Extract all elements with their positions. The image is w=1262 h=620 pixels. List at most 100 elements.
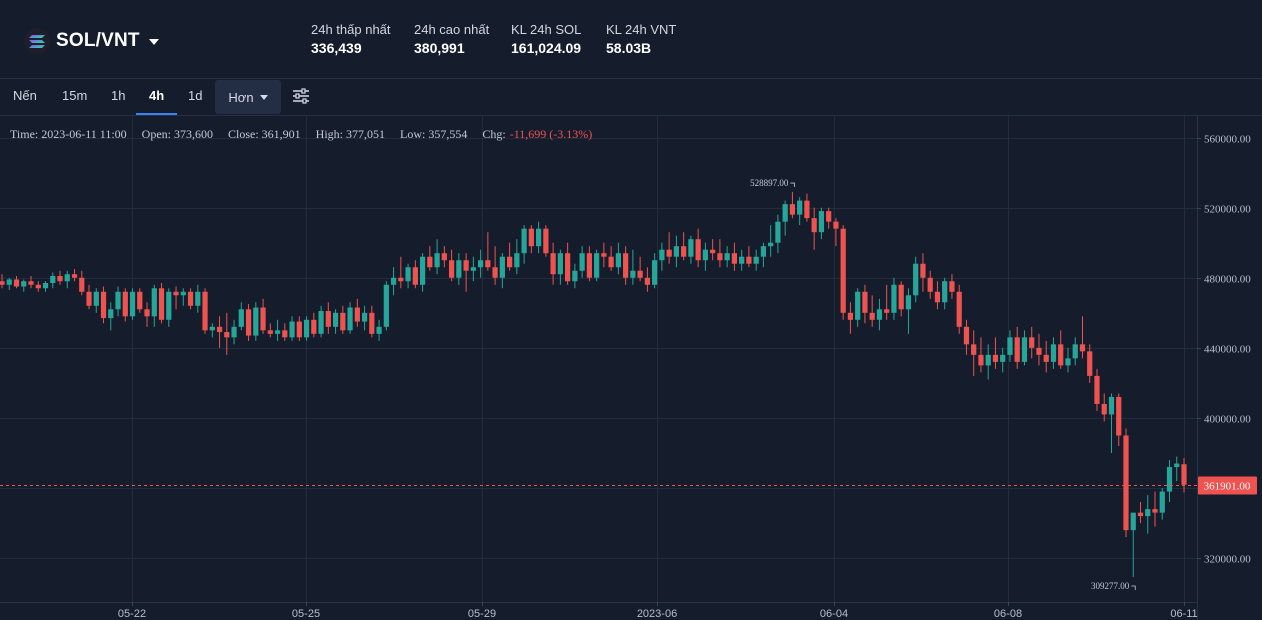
tab-4h[interactable]: 4h: [135, 79, 178, 115]
candle: [231, 319, 237, 345]
candle-body: [86, 291, 92, 306]
stat-24h-volume-vnt: KL 24h VNT 58.03B: [606, 22, 676, 56]
candle: [499, 253, 505, 289]
stat-24h-high: 24h cao nhất 380,991: [414, 22, 489, 56]
candle-body: [978, 354, 984, 366]
candle: [942, 277, 948, 310]
candle-body: [710, 249, 716, 254]
candle: [1087, 344, 1093, 383]
candle: [354, 298, 360, 327]
candle-body: [934, 291, 941, 303]
candle: [739, 249, 745, 271]
candle: [514, 239, 520, 275]
tab-1h[interactable]: 1h: [111, 88, 126, 103]
candle-body: [630, 270, 636, 278]
candle: [456, 253, 462, 285]
candle: [753, 249, 759, 271]
candlestick-chart[interactable]: 560000.00 520000.00 480000.00 440000.00 4000…: [0, 116, 1262, 620]
candle: [50, 272, 56, 289]
candle: [180, 288, 186, 306]
candle: [623, 246, 629, 285]
candle-body: [528, 228, 534, 247]
candle: [702, 242, 709, 271]
stat-label: KL 24h SOL: [511, 22, 582, 37]
candle-body: [376, 326, 382, 334]
candle: [971, 330, 977, 376]
legend-change-label: Chg:: [482, 127, 506, 141]
stat-value: 161,024.09: [511, 40, 582, 56]
candle-body: [1058, 344, 1064, 366]
candle: [398, 256, 404, 289]
candle-body: [6, 279, 12, 285]
candle-body: [1101, 403, 1107, 415]
y-tick-label: 440000.00: [1204, 344, 1251, 356]
candle: [108, 302, 114, 331]
candle: [586, 246, 592, 282]
candle-body: [1130, 512, 1136, 531]
candle-body: [862, 291, 868, 313]
candle-body: [93, 291, 99, 306]
candle: [1014, 326, 1020, 369]
candle: [318, 305, 324, 338]
candle-body: [499, 256, 505, 278]
candle: [390, 267, 397, 296]
candle: [0, 274, 5, 289]
candle: [1058, 330, 1064, 369]
candle-body: [1152, 509, 1158, 513]
candle-body: [115, 291, 121, 310]
pair-symbol[interactable]: SOL/VNT: [56, 30, 140, 51]
candle: [1065, 347, 1071, 373]
pair-selector[interactable]: SOL/VNT: [24, 27, 159, 55]
candle-body: [1079, 344, 1086, 352]
candle-body: [195, 291, 201, 306]
candle: [818, 207, 825, 240]
candle: [644, 267, 650, 292]
tab-15m[interactable]: 15m: [62, 88, 88, 103]
candle: [992, 337, 999, 369]
candle-body: [347, 307, 353, 331]
candle-body: [724, 253, 730, 261]
candle: [369, 305, 375, 338]
candle-body: [818, 211, 825, 233]
sliders-icon[interactable]: [292, 88, 310, 104]
candle: [1108, 393, 1115, 454]
candle: [579, 246, 585, 278]
candle: [303, 316, 310, 341]
candle: [978, 337, 984, 373]
x-tick-label: 2023-06: [637, 608, 677, 620]
candle: [717, 239, 723, 268]
candle: [1123, 428, 1129, 538]
candle-body: [57, 275, 63, 282]
candle-body: [536, 228, 542, 247]
candle: [296, 316, 302, 341]
candle-body: [637, 270, 643, 278]
candle-body: [579, 253, 585, 271]
candle: [347, 302, 353, 334]
price-axis: 560000.00 520000.00 480000.00 440000.00 4000…: [1197, 134, 1251, 566]
candle-body: [267, 330, 273, 334]
candle: [441, 246, 447, 268]
candle: [376, 319, 382, 341]
candle-body: [50, 275, 56, 284]
market-header: SOL/VNT 24h thấp nhất 336,439 24h cao nh…: [0, 0, 1262, 79]
candle: [405, 263, 411, 289]
candle: [340, 305, 346, 334]
candle: [267, 323, 273, 338]
candle-body: [608, 256, 614, 268]
candle: [448, 249, 455, 282]
candle-body: [985, 354, 991, 366]
more-intervals-button[interactable]: Hơn: [215, 80, 281, 114]
chevron-down-icon[interactable]: [148, 39, 159, 45]
x-tick-label: 06-11: [1170, 608, 1197, 620]
candle-body: [775, 221, 781, 243]
tab-1d[interactable]: 1d: [188, 88, 203, 103]
candle: [833, 218, 839, 247]
more-label: Hơn: [228, 89, 254, 105]
candle: [238, 302, 244, 331]
candle: [608, 246, 614, 271]
tab-candles[interactable]: Nến: [13, 88, 37, 103]
candle-body: [920, 263, 926, 278]
legend-close: Close: 361,901: [228, 127, 301, 141]
candle-body: [557, 253, 563, 275]
candle: [1116, 393, 1122, 447]
